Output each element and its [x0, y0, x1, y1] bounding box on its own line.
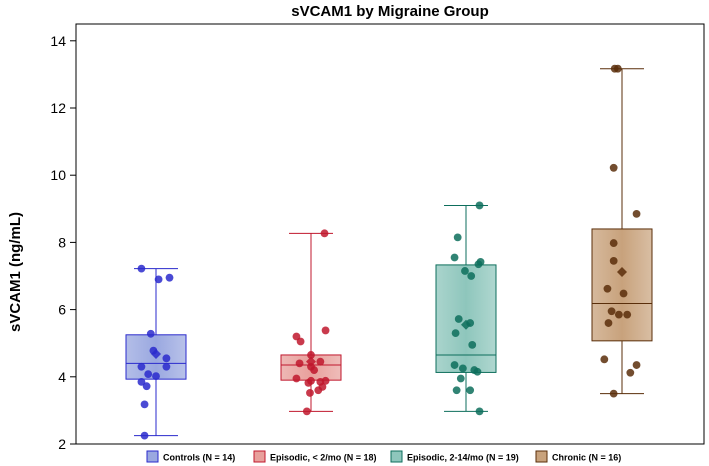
- data-point: [632, 361, 641, 369]
- interquartile-box: [435, 264, 497, 373]
- data-point: [162, 362, 171, 371]
- data-point: [165, 273, 174, 282]
- data-point: [453, 233, 462, 242]
- data-point: [456, 374, 465, 383]
- y-tick-label: 8: [58, 234, 66, 250]
- data-point: [467, 272, 476, 280]
- data-point: [162, 354, 171, 363]
- legend-label: Episodic, 2-14/mo (N = 19): [407, 453, 519, 463]
- legend-label: Controls (N = 14): [163, 453, 235, 463]
- data-point: [451, 329, 460, 338]
- legend-label: Chronic (N = 16): [552, 453, 621, 463]
- data-point: [306, 389, 314, 397]
- data-point: [146, 329, 155, 338]
- data-point: [316, 357, 325, 366]
- data-point: [614, 310, 623, 319]
- data-point: [152, 372, 160, 381]
- box-group: [125, 264, 187, 440]
- data-point: [454, 315, 463, 323]
- y-tick-label: 2: [58, 436, 66, 452]
- y-tick-label: 14: [50, 33, 66, 49]
- data-point: [452, 386, 461, 395]
- chart-title: sVCAM1 by Migraine Group: [291, 3, 489, 20]
- data-point: [450, 253, 459, 262]
- data-point: [609, 256, 618, 265]
- data-point: [626, 368, 635, 377]
- y-tick-label: 10: [50, 167, 66, 183]
- legend-swatch: [253, 450, 266, 463]
- y-tick-label: 12: [50, 100, 66, 116]
- data-point: [461, 267, 469, 275]
- mean-marker: [151, 348, 161, 359]
- data-point: [154, 275, 163, 284]
- data-point: [632, 209, 641, 218]
- mean-marker: [617, 266, 627, 277]
- data-point: [468, 340, 477, 349]
- data-point: [302, 407, 311, 416]
- data-point: [142, 382, 151, 391]
- data-point: [137, 264, 146, 273]
- data-point: [609, 239, 618, 247]
- interquartile-box: [591, 228, 653, 342]
- y-axis-label: sVCAM1 (ng/mL): [7, 212, 24, 332]
- data-point: [458, 364, 467, 373]
- data-point: [304, 378, 313, 387]
- data-point: [140, 400, 149, 409]
- y-tick-label: 6: [58, 302, 66, 318]
- box-group: [280, 229, 342, 416]
- data-point: [292, 374, 301, 383]
- box-groups: [125, 64, 653, 440]
- data-point: [466, 386, 475, 395]
- mean-marker: [306, 356, 316, 367]
- y-tick-label: 4: [58, 369, 66, 385]
- data-point: [475, 201, 484, 210]
- data-point: [619, 289, 628, 298]
- data-point: [310, 366, 319, 374]
- data-point: [473, 367, 482, 376]
- data-point: [307, 351, 315, 359]
- box-group: [591, 64, 653, 398]
- data-point: [140, 431, 149, 440]
- legend: Controls (N = 14) Episodic, < 2/mo (N = 1…: [146, 450, 621, 463]
- data-point: [475, 407, 484, 416]
- legend-swatch: [146, 450, 159, 463]
- mean-marker: [461, 319, 471, 330]
- data-point: [321, 326, 330, 335]
- data-point: [137, 377, 146, 386]
- data-point: [600, 355, 609, 364]
- data-point: [320, 229, 329, 238]
- y-axis: 2 4 6 8 10 12 14: [50, 33, 76, 452]
- legend-item: Controls (N = 14): [146, 450, 235, 463]
- data-point: [474, 260, 483, 269]
- data-point: [296, 337, 305, 346]
- legend-item: Episodic, 2-14/mo (N = 19): [390, 450, 519, 463]
- data-point: [609, 389, 618, 398]
- data-point: [295, 359, 304, 368]
- data-point: [450, 361, 459, 369]
- legend-swatch: [535, 450, 548, 463]
- data-point: [609, 163, 618, 172]
- data-point: [604, 319, 613, 327]
- data-point: [613, 64, 622, 73]
- data-point: [144, 370, 153, 379]
- legend-item: Episodic, < 2/mo (N = 18): [253, 450, 377, 463]
- data-point: [623, 310, 632, 319]
- box-group: [435, 201, 497, 416]
- legend-item: Chronic (N = 16): [535, 450, 621, 463]
- legend-label: Episodic, < 2/mo (N = 18): [270, 453, 377, 463]
- data-point: [607, 307, 616, 316]
- legend-swatch: [390, 450, 403, 463]
- data-point: [137, 362, 146, 371]
- data-point: [314, 386, 323, 395]
- data-point: [603, 284, 612, 293]
- plot-frame: [75, 23, 705, 445]
